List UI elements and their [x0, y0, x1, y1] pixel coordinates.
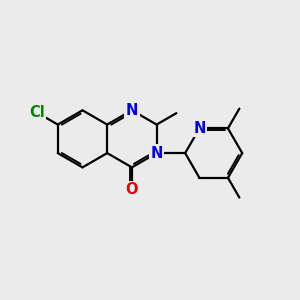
Text: N: N	[126, 103, 138, 118]
Text: Cl: Cl	[29, 105, 45, 120]
Text: N: N	[150, 146, 163, 160]
Text: O: O	[126, 182, 138, 197]
Text: N: N	[193, 121, 206, 136]
